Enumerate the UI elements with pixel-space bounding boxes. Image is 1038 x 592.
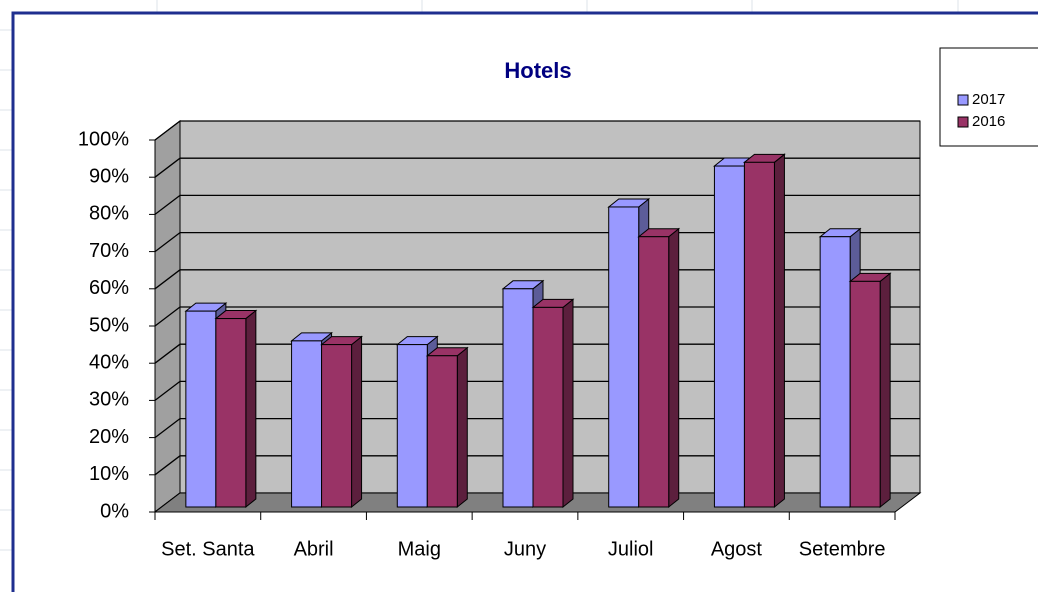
x-tick-label: Setembre xyxy=(799,538,886,560)
bar-side xyxy=(879,272,891,509)
legend-label: 2017 xyxy=(972,91,1005,108)
grid-line xyxy=(154,120,920,141)
bar xyxy=(532,306,564,508)
bar xyxy=(291,340,323,508)
bar-side xyxy=(562,298,574,509)
x-tick-label: Set. Santa xyxy=(161,538,255,560)
y-tick-label: 0% xyxy=(100,500,129,522)
y-tick-label: 10% xyxy=(89,463,129,485)
bar xyxy=(185,310,217,508)
y-tick-label: 70% xyxy=(89,240,129,262)
bar xyxy=(215,318,247,508)
legend-label: 2016 xyxy=(972,113,1005,130)
bar xyxy=(743,161,775,508)
chart-frame xyxy=(11,11,1038,592)
x-tick-label: Maig xyxy=(398,538,441,560)
x-tick-label: Juny xyxy=(504,538,546,560)
legend xyxy=(939,47,1038,147)
bar xyxy=(502,288,534,508)
x-tick-label: Juliol xyxy=(608,538,654,560)
bar-side xyxy=(668,227,680,509)
y-tick-label: 90% xyxy=(89,165,129,187)
chart-title: Hotels xyxy=(504,58,571,83)
legend-swatch xyxy=(957,116,969,128)
x-tick-label: Abril xyxy=(294,538,334,560)
grid-line xyxy=(154,194,920,215)
x-tick-label: Agost xyxy=(711,538,763,560)
y-tick-label: 40% xyxy=(89,351,129,373)
bar xyxy=(849,280,881,508)
bar xyxy=(396,344,428,508)
bar xyxy=(321,344,353,508)
bar xyxy=(713,165,745,508)
y-tick-label: 100% xyxy=(78,128,129,150)
y-tick-label: 80% xyxy=(89,203,129,225)
legend-swatch xyxy=(957,94,969,106)
bar xyxy=(608,206,640,508)
y-tick-label: 30% xyxy=(89,389,129,411)
bar-side xyxy=(351,335,363,509)
bar xyxy=(819,236,851,508)
bar xyxy=(426,355,458,508)
bar-side xyxy=(773,153,785,509)
bar xyxy=(638,236,670,508)
y-tick-label: 60% xyxy=(89,277,129,299)
y-tick-label: 50% xyxy=(89,314,129,336)
grid-line xyxy=(154,157,920,178)
y-tick-label: 20% xyxy=(89,426,129,448)
bar-side xyxy=(456,346,468,509)
sheet-grid xyxy=(0,0,959,551)
bar-side xyxy=(245,309,257,509)
